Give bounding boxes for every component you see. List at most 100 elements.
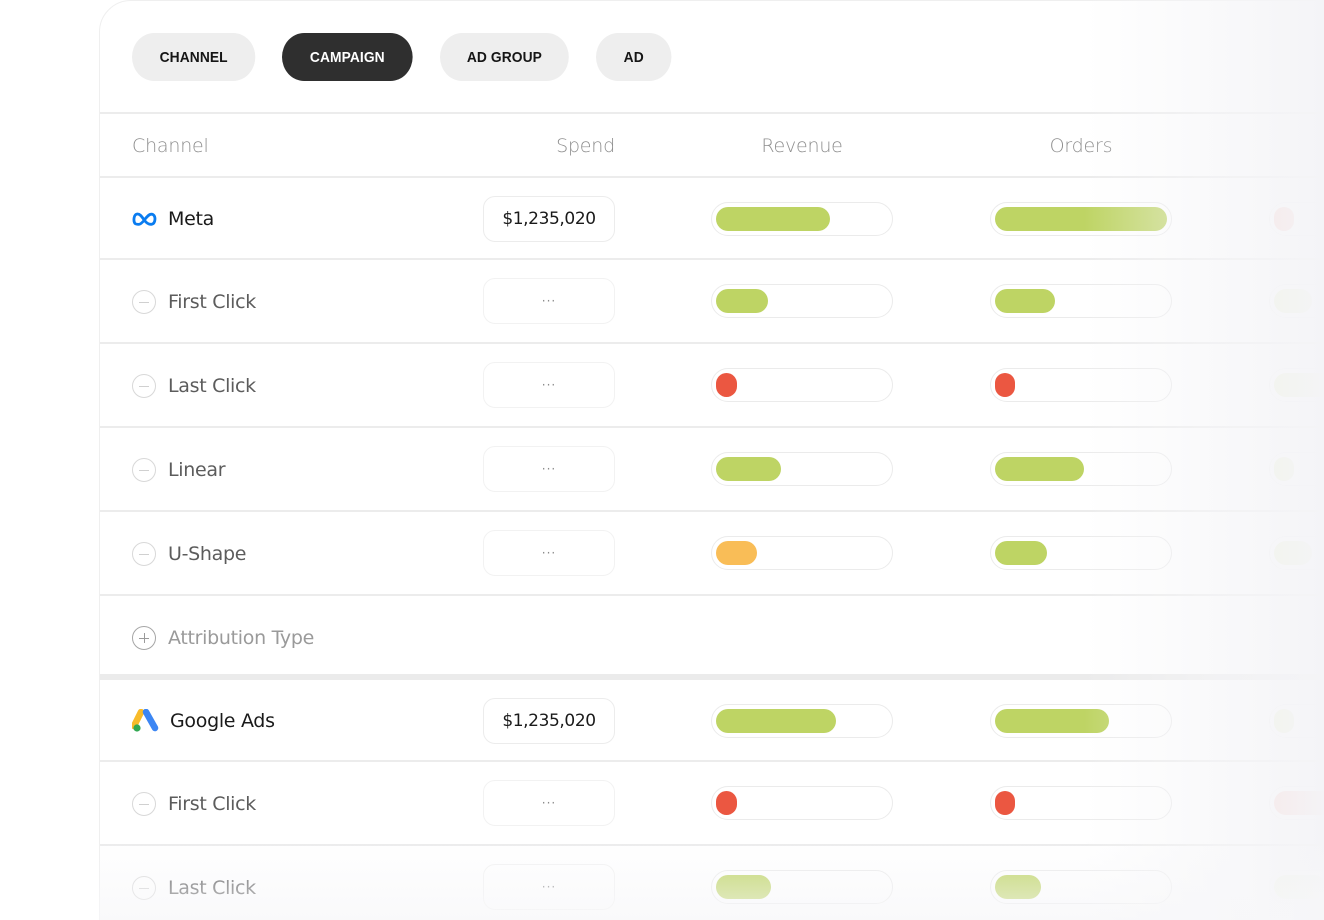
google-ads-logo-icon	[132, 709, 160, 733]
spend-placeholder[interactable]: ···	[483, 446, 615, 492]
minus-circle-icon[interactable]	[132, 876, 156, 900]
extra-metric-bar	[1269, 202, 1324, 236]
extra-metric-bar	[1269, 452, 1324, 486]
orders-bar-fill	[994, 372, 1015, 397]
tab-channel-label: CHANNEL	[159, 48, 228, 66]
attribution-row[interactable]: U-Shape ···	[100, 512, 1324, 596]
extra-metric-bar-fill	[1273, 540, 1312, 565]
attribution-name: Last Click	[168, 375, 256, 397]
column-header-spend[interactable]: Spend	[556, 134, 615, 157]
attribution-row[interactable]: Linear ···	[100, 428, 1324, 512]
extra-metric-bar-fill	[1273, 708, 1294, 733]
attribution-row[interactable]: Last Click ···	[100, 344, 1324, 428]
level-tabs: CHANNEL CAMPAIGN AD GROUP AD	[132, 33, 678, 81]
orders-bar	[990, 284, 1172, 318]
revenue-bar	[711, 284, 893, 318]
spend-placeholder[interactable]: ···	[483, 278, 615, 324]
revenue-bar-fill	[715, 874, 771, 899]
orders-bar-fill	[994, 708, 1109, 733]
attribution-name: First Click	[168, 291, 256, 313]
extra-metric-bar-fill	[1273, 372, 1324, 397]
add-attribution-type-button[interactable]: Attribution Type	[132, 596, 314, 680]
minus-circle-icon[interactable]	[132, 290, 156, 314]
attribution-name-cell: Last Click	[132, 846, 256, 920]
revenue-bar	[711, 786, 893, 820]
extra-metric-bar-fill	[1273, 874, 1324, 899]
attribution-name: Linear	[168, 459, 226, 481]
orders-bar	[990, 202, 1172, 236]
revenue-bar	[711, 536, 893, 570]
revenue-bar	[711, 202, 893, 236]
revenue-bar	[711, 870, 893, 904]
column-header-channel[interactable]: Channel	[132, 134, 209, 157]
extra-metric-bar-fill	[1273, 206, 1294, 231]
revenue-bar-fill	[715, 372, 737, 397]
column-header-orders[interactable]: Orders	[1049, 134, 1113, 157]
extra-metric-bar	[1269, 870, 1324, 904]
spend-value[interactable]: $1,235,020	[483, 698, 615, 744]
channel-name: Google Ads	[170, 710, 275, 732]
minus-circle-icon[interactable]	[132, 542, 156, 566]
table-header: Channel Spend Revenue Orders	[100, 114, 1324, 177]
extra-metric-bar	[1269, 786, 1324, 820]
spend-placeholder[interactable]: ···	[483, 780, 615, 826]
attribution-name: U-Shape	[168, 543, 247, 565]
channel-name-cell: Google Ads	[132, 680, 275, 762]
extra-metric-bar	[1269, 536, 1324, 570]
minus-circle-icon[interactable]	[132, 458, 156, 482]
divider	[100, 258, 1324, 260]
spend-value[interactable]: $1,235,020	[483, 196, 615, 242]
attribution-name-cell: First Click	[132, 762, 256, 846]
orders-bar	[990, 704, 1172, 738]
add-attribution-type-row[interactable]: Attribution Type	[100, 596, 1324, 680]
tab-channel[interactable]: CHANNEL	[132, 33, 256, 81]
column-header-revenue[interactable]: Revenue	[761, 134, 843, 157]
spend-placeholder[interactable]: ···	[483, 362, 615, 408]
revenue-bar	[711, 704, 893, 738]
attribution-name-cell: U-Shape	[132, 512, 246, 596]
divider	[100, 112, 1324, 114]
orders-bar	[990, 536, 1172, 570]
tab-ad-group-label: AD GROUP	[466, 48, 542, 66]
revenue-bar	[711, 452, 893, 486]
channel-row[interactable]: Meta $1,235,020	[100, 178, 1324, 260]
minus-circle-icon[interactable]	[132, 374, 156, 398]
orders-bar	[990, 870, 1172, 904]
spend-placeholder[interactable]: ···	[483, 864, 615, 910]
attribution-name-cell: Linear	[132, 428, 226, 512]
revenue-bar-fill	[715, 456, 781, 481]
revenue-bar-fill	[715, 206, 830, 231]
extra-metric-bar-fill	[1273, 790, 1324, 815]
revenue-bar-fill	[715, 288, 768, 313]
attribution-row[interactable]: First Click ···	[100, 260, 1324, 344]
channel-name-cell: Meta	[132, 178, 214, 260]
spend-placeholder[interactable]: ···	[483, 530, 615, 576]
extra-metric-bar	[1269, 284, 1324, 318]
attribution-row[interactable]: First Click ···	[100, 762, 1324, 846]
minus-circle-icon[interactable]	[132, 792, 156, 816]
tab-campaign[interactable]: CAMPAIGN	[282, 33, 413, 81]
attribution-name-cell: First Click	[132, 260, 256, 344]
tab-ad-group[interactable]: AD GROUP	[440, 33, 569, 81]
orders-bar	[990, 786, 1172, 820]
orders-bar-fill	[994, 288, 1055, 313]
orders-bar	[990, 368, 1172, 402]
meta-logo-icon	[132, 211, 158, 227]
divider	[100, 594, 1324, 596]
orders-bar-fill	[994, 456, 1084, 481]
attribution-row[interactable]: Last Click ···	[100, 846, 1324, 920]
channel-row[interactable]: Google Ads $1,235,020	[100, 680, 1324, 762]
orders-bar-fill	[994, 874, 1041, 899]
group-separator	[100, 674, 1324, 680]
revenue-bar-fill	[715, 540, 757, 565]
attribution-name: First Click	[168, 793, 256, 815]
extra-metric-bar-fill	[1273, 456, 1294, 481]
divider	[100, 760, 1324, 762]
revenue-bar	[711, 368, 893, 402]
tab-ad-label: AD	[623, 48, 644, 66]
tab-ad[interactable]: AD	[596, 33, 672, 81]
attribution-name: Last Click	[168, 877, 256, 899]
tab-campaign-label: CAMPAIGN	[309, 48, 385, 66]
orders-bar-fill	[994, 206, 1167, 231]
orders-bar-fill	[994, 540, 1047, 565]
